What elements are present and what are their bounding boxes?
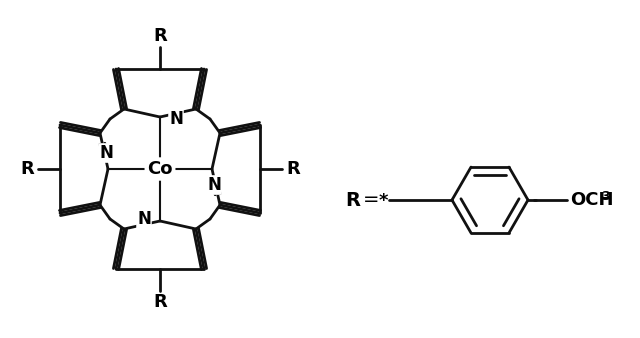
Text: R: R [345, 191, 360, 210]
Text: N: N [99, 144, 113, 162]
Text: R: R [153, 293, 167, 311]
Text: R: R [286, 160, 300, 178]
Text: 3: 3 [601, 190, 610, 202]
Text: N: N [169, 110, 183, 128]
Text: =: = [363, 191, 380, 210]
Text: OCH: OCH [570, 191, 614, 209]
Text: R: R [153, 27, 167, 45]
Text: N: N [137, 210, 151, 228]
Text: N: N [207, 176, 221, 194]
Text: Co: Co [147, 160, 173, 178]
Text: R: R [20, 160, 34, 178]
Text: *: * [379, 192, 388, 210]
